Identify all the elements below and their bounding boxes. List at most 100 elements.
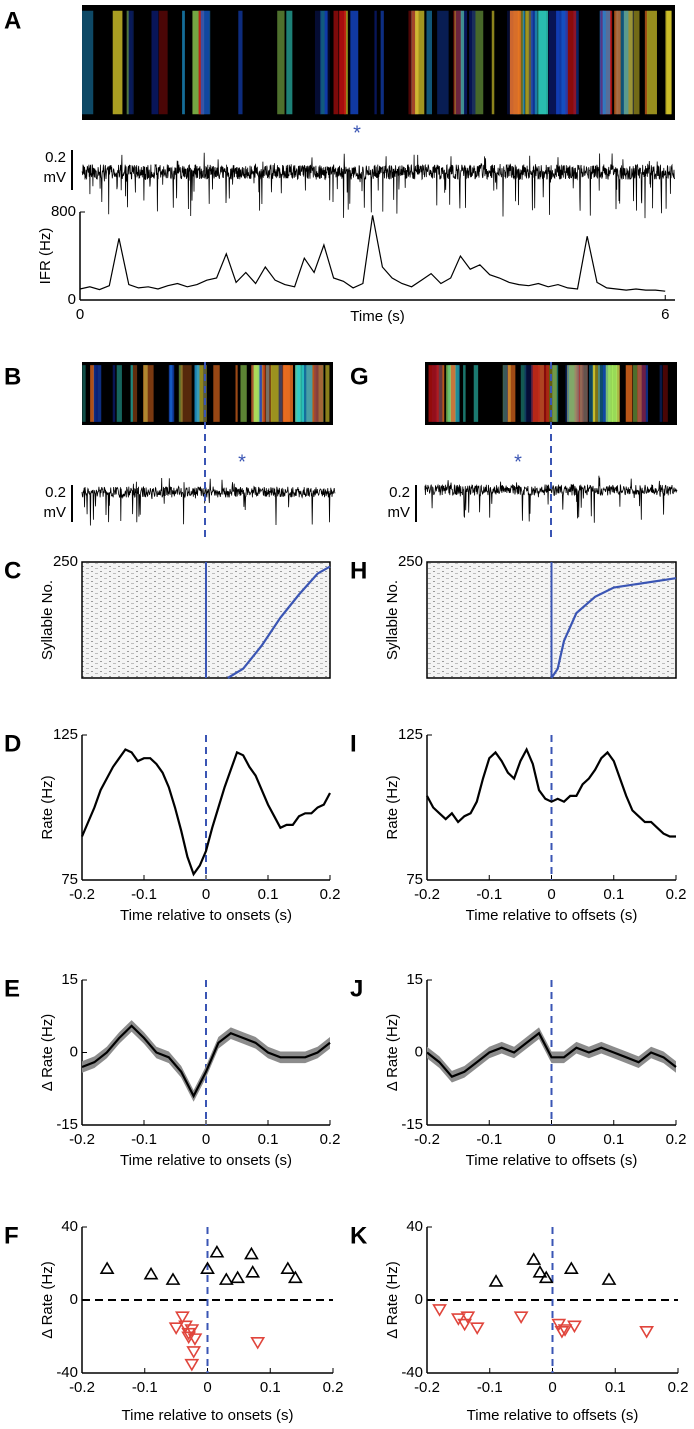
spectrogram-band [612, 365, 618, 422]
x-axis-label: Time relative to offsets (s) [466, 907, 638, 924]
scatter-point [186, 1346, 202, 1359]
spectrogram-band [253, 365, 260, 422]
spectrogram-band [473, 365, 479, 422]
asterisk: * [353, 122, 361, 144]
x-tick-label: -0.1 [477, 1379, 503, 1396]
scatter-point [567, 1320, 582, 1334]
spectrogram-band [436, 365, 445, 422]
spectrogram-band [598, 365, 608, 422]
spectrogram-band [578, 365, 588, 422]
spectrogram-band [567, 365, 578, 422]
spectrogram-band [302, 365, 313, 422]
y-tick-label: 40 [61, 1218, 78, 1235]
spectrogram-band [546, 365, 557, 422]
spectrogram-band [614, 10, 621, 115]
scatter-point [532, 1265, 548, 1278]
y-tick-label: -15 [56, 1116, 78, 1133]
y-axis-label: Δ Rate (Hz) [39, 1014, 56, 1092]
spectrogram-band [178, 365, 183, 422]
spectrogram-band [350, 10, 359, 115]
spectrogram-band [339, 10, 347, 115]
error-band [82, 1020, 330, 1102]
spectrogram-band [445, 365, 451, 422]
scatter-point [538, 1270, 554, 1284]
spectrogram-band [491, 10, 495, 115]
x-tick-label: -0.2 [69, 1379, 95, 1396]
spectrogram-band [415, 10, 425, 115]
scatter-point [563, 1261, 579, 1274]
y-axis-label: IFR (Hz) [37, 228, 54, 285]
spectrogram-band [637, 365, 646, 422]
spectrogram-band [644, 10, 648, 115]
scale-bar-unit: mV [388, 504, 411, 521]
panel-label: J [350, 975, 363, 1002]
x-tick-label: 0.1 [260, 1379, 281, 1396]
spectrogram-band [595, 365, 600, 422]
panel-label: G [350, 363, 369, 390]
x-tick-label: -0.2 [414, 886, 440, 903]
x-tick-label: 0.2 [668, 1379, 689, 1396]
spectrogram-band [646, 10, 657, 115]
spectrogram-band [132, 365, 138, 422]
rate-line [81, 1024, 331, 1099]
scale-bar-unit: mV [44, 169, 67, 186]
spectrogram-band [548, 10, 560, 115]
y-tick-label: 40 [406, 1218, 423, 1235]
y-axis-label: Syllable No. [39, 580, 56, 660]
x-tick-label: -0.2 [69, 886, 95, 903]
x-axis-label: Time (s) [350, 308, 404, 325]
scatter-point [601, 1272, 617, 1285]
spectrogram-band [213, 365, 220, 422]
panel-label: A [4, 7, 21, 34]
spectrogram-band [278, 365, 283, 422]
spectrogram-band [238, 10, 243, 115]
scatter-point [178, 1320, 193, 1334]
scatter-point [165, 1272, 181, 1285]
spectrogram-band [324, 10, 328, 115]
spectrogram-band [665, 10, 672, 115]
spectrogram-band [196, 365, 207, 422]
scatter-point [184, 1324, 200, 1337]
spectrogram-band [579, 365, 588, 422]
spectrogram-band [82, 10, 94, 115]
rate-line [80, 748, 331, 877]
spectrogram-band [116, 365, 122, 422]
spectrogram-band [90, 365, 94, 422]
spectrogram-band [168, 365, 175, 422]
scatter-point [557, 1324, 573, 1337]
scatter-point [244, 1246, 259, 1260]
x-tick-label: 0.2 [323, 1379, 344, 1396]
x-tick-label: 0 [547, 1131, 555, 1148]
rate-line [426, 746, 676, 838]
y-tick-label: 0 [415, 1291, 423, 1308]
y-tick-label: 75 [61, 871, 78, 888]
spectrogram-band [588, 365, 594, 422]
spectrogram-band [129, 10, 133, 115]
spectrogram-band [469, 10, 476, 115]
spectrogram-band [130, 365, 133, 422]
scatter-point [526, 1252, 542, 1265]
spectrogram-band [127, 10, 134, 115]
spectrogram-band [522, 10, 526, 115]
spectrogram-band [235, 365, 238, 422]
spectrogram-band [625, 365, 633, 422]
spectrogram-band [463, 365, 466, 422]
panel-label: I [350, 730, 357, 757]
scale-bar-value: 0.2 [45, 149, 66, 166]
scatter-point [175, 1311, 190, 1325]
x-tick-label: -0.2 [414, 1131, 440, 1148]
spectrogram-band [531, 365, 540, 422]
scatter-point [168, 1322, 184, 1335]
spectrogram-band [286, 10, 293, 115]
y-tick-label: 75 [406, 871, 423, 888]
x-tick-label: 0 [202, 886, 210, 903]
spectrogram-band [503, 365, 508, 422]
panel-label: F [4, 1222, 19, 1249]
spectrogram-band [295, 365, 304, 422]
scatter-point [209, 1244, 225, 1258]
scatter-point [218, 1272, 234, 1285]
x-tick-label: 0.2 [320, 886, 341, 903]
x-tick-label: 0.2 [666, 886, 687, 903]
scatter-point [287, 1270, 303, 1284]
spectrogram-band [200, 10, 210, 115]
